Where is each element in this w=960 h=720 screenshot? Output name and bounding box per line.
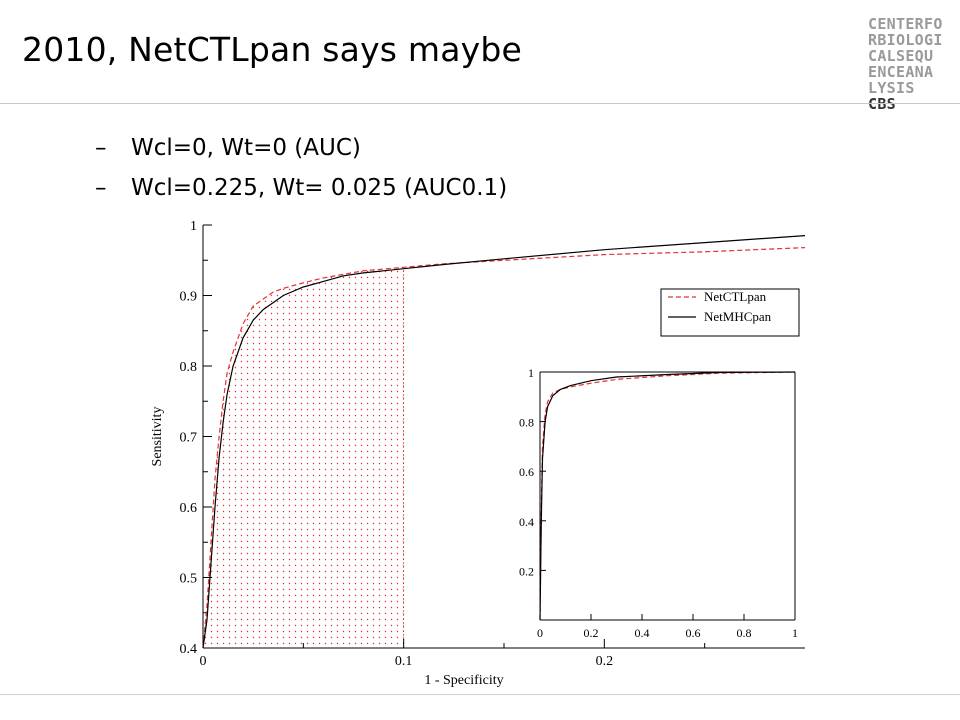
logo-line: LYSIS CBS xyxy=(868,80,950,112)
bullet-dash: – xyxy=(95,175,107,201)
x-tick-label: 0 xyxy=(200,654,207,669)
x-tick-label: 0 xyxy=(537,626,543,640)
slide-title: 2010, NetCTLpan says maybe xyxy=(22,30,523,69)
bullet-item: – Wcl=0.225, Wt= 0.025 (AUC0.1) xyxy=(95,168,507,208)
bullet-text: Wcl=0.225, Wt= 0.025 (AUC0.1) xyxy=(131,175,508,201)
bullet-list: – Wcl=0, Wt=0 (AUC) – Wcl=0.225, Wt= 0.0… xyxy=(95,128,507,208)
y-tick-label: 0.4 xyxy=(519,515,534,529)
series-line-netmhcpan xyxy=(202,235,806,649)
y-tick-label: 0.8 xyxy=(519,416,534,430)
main-roc-plot: 0.4 0.5 0.6 0.7 0.8 0.9 1 0 0.1 0.2 1 - Specificit… xyxy=(150,219,806,688)
x-tick-label: 1 xyxy=(792,626,798,640)
bullet-text: Wcl=0, Wt=0 (AUC) xyxy=(131,135,361,161)
x-tick-label: 0.1 xyxy=(395,654,413,669)
x-tick-label: 0.6 xyxy=(686,626,701,640)
logo-line: CENTERFO xyxy=(868,15,943,33)
y-tick-label: 1 xyxy=(190,219,197,234)
x-tick-label: 0.8 xyxy=(737,626,752,640)
bullet-dash: – xyxy=(95,135,107,161)
series-line-netctlpan xyxy=(539,371,796,621)
y-tick-label: 0.8 xyxy=(180,360,198,375)
x-axis-label: 1 - Specificity xyxy=(424,673,503,688)
logo-brand: CBS xyxy=(868,95,896,113)
y-tick-label: 0.9 xyxy=(180,290,198,305)
inset-roc-plot: 0.2 0.4 0.6 0.8 1 0 0.2 0.4 0.6 0.8 1 xyxy=(519,366,798,640)
shaded-area xyxy=(203,267,404,648)
y-tick-label: 0.2 xyxy=(519,564,534,578)
y-tick-label: 0.6 xyxy=(180,501,198,516)
logo-line: ENCEANA xyxy=(868,63,934,81)
series-line-netmhcpan xyxy=(539,371,796,621)
x-tick-label: 0.4 xyxy=(635,626,650,640)
logo-line-prefix: LYSIS xyxy=(868,79,915,97)
y-tick-label: 0.4 xyxy=(180,642,198,657)
y-tick-label: 0.6 xyxy=(519,465,534,479)
y-axis-label: Sensitivity xyxy=(150,407,165,467)
series-line-netctlpan xyxy=(202,247,806,649)
logo-line: RBIOLOGI xyxy=(868,31,943,49)
title-divider xyxy=(0,103,960,104)
x-tick-label: 0.2 xyxy=(584,626,599,640)
legend-label: NetMHCpan xyxy=(704,309,772,324)
chart-legend: NetCTLpan NetMHCpan xyxy=(660,288,800,337)
y-tick-label: 0.7 xyxy=(180,431,198,446)
cbs-logo: CENTERFO RBIOLOGI CALSEQU ENCEANA LYSIS … xyxy=(868,16,950,112)
y-tick-label: 0.5 xyxy=(180,572,198,587)
y-tick-label: 1 xyxy=(528,366,534,380)
legend-label: NetCTLpan xyxy=(704,289,767,304)
x-tick-label: 0.2 xyxy=(596,654,614,669)
bullet-item: – Wcl=0, Wt=0 (AUC) xyxy=(95,128,507,168)
logo-line: CALSEQU xyxy=(868,47,934,65)
footer-divider xyxy=(0,694,960,695)
